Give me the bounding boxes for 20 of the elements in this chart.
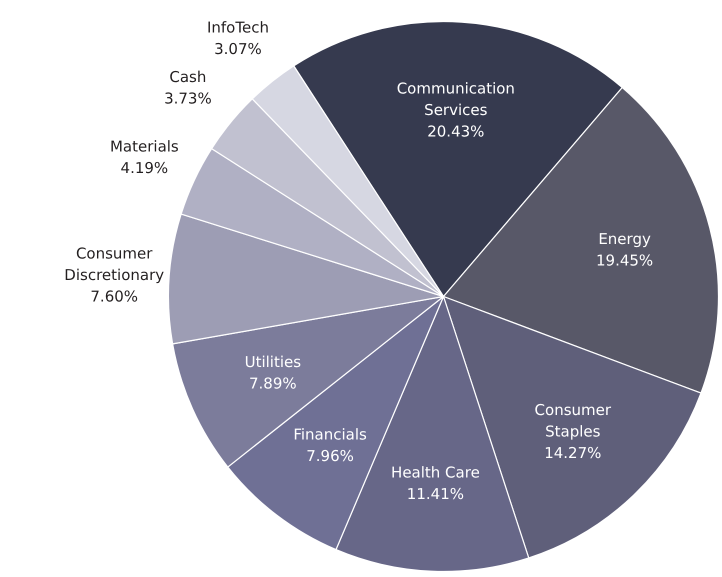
data-label: 20.43% xyxy=(427,122,484,141)
data-label: 7.89% xyxy=(249,374,297,393)
data-label: 11.41% xyxy=(406,485,464,504)
data-label: 19.45% xyxy=(596,252,654,270)
slice-label: InfoTech xyxy=(206,18,269,37)
slice-label: Consumer Staples xyxy=(534,400,612,441)
slice-label: Financials xyxy=(293,425,367,444)
slice-label: Health Care xyxy=(391,464,480,482)
data-label: 14.27% xyxy=(544,444,602,462)
slice-label: Utilities xyxy=(244,353,302,372)
slice-label: Energy xyxy=(598,230,651,248)
data-label: 3.73% xyxy=(164,90,212,108)
slice-label: Cash xyxy=(169,68,206,86)
data-label: 7.60% xyxy=(90,287,138,306)
data-label: 4.19% xyxy=(120,158,168,177)
slice-label: Materials xyxy=(110,137,179,156)
slice-label: Communication Services xyxy=(396,79,515,119)
slice-label: Consumer Discretionary xyxy=(64,244,164,284)
data-label: 7.96% xyxy=(306,446,354,465)
data-label: 3.07% xyxy=(214,40,262,58)
